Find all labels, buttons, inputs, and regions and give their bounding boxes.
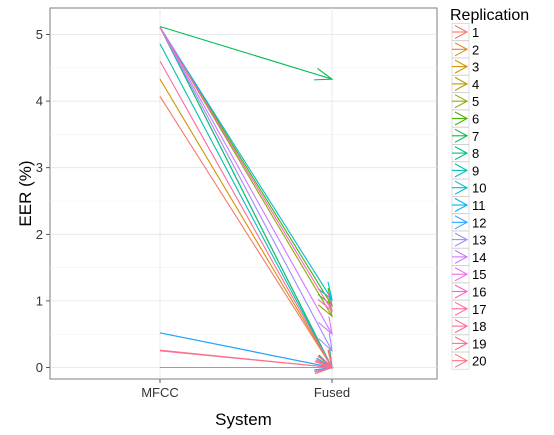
legend-item-20: 20: [451, 351, 486, 370]
legend-item-7: 7: [451, 126, 479, 145]
legend-item-13: 13: [451, 230, 486, 249]
series-replication-20: [160, 360, 334, 375]
series-line-9: [159, 43, 333, 368]
series-line-13: [159, 26, 333, 352]
legend-item-18: 18: [451, 317, 486, 335]
legend-item-9: 9: [451, 161, 479, 180]
legend-label: 20: [472, 354, 486, 369]
series-arrowhead-7: [313, 67, 334, 81]
x-tick-label-fused: Fused: [314, 385, 350, 400]
legend-label: 12: [472, 215, 486, 230]
y-tick-label: 3: [36, 160, 43, 175]
legend-item-11: 11: [451, 196, 486, 214]
legend-label: 10: [472, 181, 486, 196]
legend-label: 14: [472, 250, 486, 265]
legend-label: 19: [472, 336, 486, 351]
legend-item-16: 16: [451, 282, 486, 301]
legend-item-5: 5: [451, 92, 479, 111]
series-line-14: [159, 26, 333, 335]
legend-label: 9: [472, 163, 479, 178]
series-arrowhead-6: [317, 287, 333, 307]
series-line-1: [159, 96, 333, 368]
legend-label: 11: [472, 198, 486, 213]
series-arrowhead-10: [317, 281, 333, 301]
legend-label: 4: [472, 77, 479, 92]
y-tick-label: 2: [36, 227, 43, 242]
series-replication-10: [159, 26, 333, 301]
series-arrowhead-16: [317, 293, 333, 313]
x-tick-label-mfcc: MFCC: [141, 385, 179, 400]
series-replication-13: [159, 26, 333, 353]
series-replication-14: [159, 26, 333, 336]
series-line-7: [159, 25, 333, 80]
y-tick-label: 1: [36, 293, 43, 308]
series-arrowhead-5: [317, 298, 333, 318]
y-tick-label: 4: [36, 94, 43, 109]
legend-item-3: 3: [451, 57, 479, 76]
series-line-12: [159, 332, 333, 369]
legend-item-6: 6: [451, 109, 479, 128]
legend-label: 2: [472, 42, 479, 57]
series-replication-16: [159, 26, 333, 313]
legend-item-4: 4: [451, 75, 479, 93]
y-tick-label: 0: [36, 360, 43, 375]
legend-label: 5: [472, 94, 479, 109]
legend-label: 8: [472, 146, 479, 161]
legend-label: 16: [472, 285, 486, 300]
legend-item-8: 8: [451, 144, 479, 162]
legend-item-15: 15: [451, 265, 486, 284]
legend-title: Replication: [450, 7, 529, 24]
series-arrowhead-20: [314, 360, 334, 375]
legend-label: 13: [472, 233, 486, 248]
series-line-3: [159, 78, 333, 368]
legend-item-10: 10: [451, 178, 486, 197]
series-line-8: [159, 26, 333, 368]
series-replication-7: [159, 25, 334, 81]
series-layer: [159, 25, 334, 375]
legend-label: 7: [472, 129, 479, 144]
y-axis-title: EER (%): [16, 160, 35, 226]
legend: Replication12345678910111213141516171819…: [450, 7, 529, 370]
legend-label: 17: [472, 302, 486, 317]
axis-layer: 0 1 2 3 4 5 MFCC Fused System EER (%): [16, 27, 350, 429]
legend-item-17: 17: [451, 299, 486, 318]
legend-label: 18: [472, 319, 486, 334]
legend-label: 15: [472, 267, 486, 282]
series-line-19: [159, 349, 333, 369]
legend-label: 3: [472, 60, 479, 75]
series-arrowhead-13: [318, 332, 333, 353]
legend-label: 1: [472, 25, 479, 40]
series-arrowhead-14: [318, 316, 333, 336]
series-line-17: [159, 60, 333, 368]
series-line-16: [159, 26, 333, 312]
legend-item-12: 12: [451, 213, 486, 232]
legend-label: 6: [472, 112, 479, 127]
legend-item-1: 1: [451, 23, 479, 41]
legend-item-2: 2: [451, 40, 479, 59]
legend-item-19: 19: [451, 334, 486, 353]
series-line-10: [159, 26, 333, 300]
y-tick-label: 5: [36, 27, 43, 42]
legend-item-14: 14: [451, 248, 486, 266]
x-axis-title: System: [215, 410, 272, 429]
